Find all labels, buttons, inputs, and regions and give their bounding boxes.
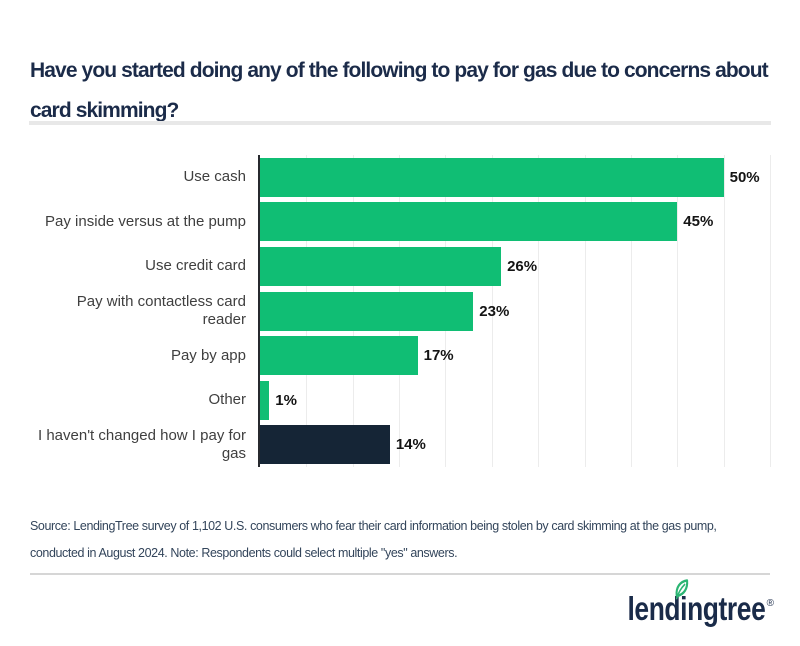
gridline (491, 155, 493, 467)
bar-track: 1% (260, 378, 770, 423)
y-axis-line (258, 155, 260, 467)
gridline (723, 155, 725, 467)
bar-row: Pay by app 17% (30, 333, 770, 378)
bar-row: Pay inside versus at the pump 45% (30, 200, 770, 245)
gridline (538, 155, 540, 467)
gridline (677, 155, 679, 467)
value-label: 50% (729, 168, 760, 186)
value-label: 14% (395, 436, 426, 454)
leaf-icon (675, 579, 689, 600)
title-divider (29, 121, 771, 125)
bar-track: 23% (260, 289, 770, 334)
gridline (770, 155, 771, 467)
bar (260, 157, 724, 197)
bar-row: Pay with contactless card reader 23% (30, 289, 770, 334)
bar-track: 14% (260, 422, 770, 467)
category-label: Pay with contactless card reader (76, 293, 246, 329)
bar (260, 380, 270, 420)
lendingtree-logo: lendingtree ® (593, 579, 774, 628)
bar-row: I haven't changed how I pay for gas 14% (30, 422, 770, 467)
bar-track: 50% (260, 155, 770, 200)
value-label: 26% (507, 257, 538, 275)
category-label: Other (208, 391, 246, 409)
page-title: Have you started doing any of the follow… (30, 51, 790, 131)
footer-divider (30, 573, 770, 575)
bar-chart: Use cash 50% Pay inside versus at the pump… (30, 155, 771, 467)
category-label: Pay inside versus at the pump (45, 212, 246, 230)
category-label: Use credit card (145, 257, 246, 275)
category-label: I haven't changed how I pay for gas (37, 426, 246, 462)
page-title-line2: card skimming? (30, 99, 179, 123)
bar (260, 336, 418, 376)
bar (260, 291, 474, 331)
bar-row: Use credit card 26% (30, 244, 770, 289)
gridline (584, 155, 586, 467)
bar-row: Use cash 50% (30, 155, 770, 200)
logo-text: lendingtree (627, 590, 766, 627)
bar-row: Other 1% (30, 378, 770, 423)
value-label: 45% (683, 213, 714, 231)
source-note: Source: LendingTree survey of 1,102 U.S.… (30, 513, 790, 567)
bar-track: 17% (260, 333, 770, 378)
bar-rows: Use cash 50% Pay inside versus at the pump… (30, 155, 770, 467)
source-note-line2: conducted in August 2024. Note: Responde… (30, 545, 458, 560)
category-label: Pay by app (170, 346, 246, 364)
value-label: 23% (479, 302, 510, 320)
logo-wordmark: lendingtree (627, 579, 766, 628)
registered-trademark: ® (766, 598, 774, 609)
gridline (630, 155, 632, 467)
value-label: 1% (275, 391, 297, 409)
bar (260, 425, 390, 465)
bar-track: 26% (260, 244, 770, 289)
page-title-line1: Have you started doing any of the follow… (30, 59, 769, 83)
value-label: 17% (423, 347, 454, 365)
category-label: Use cash (183, 168, 246, 186)
source-note-line1: Source: LendingTree survey of 1,102 U.S.… (30, 518, 717, 533)
bar (260, 202, 678, 242)
bar-track: 45% (260, 200, 770, 245)
bar (260, 246, 502, 286)
